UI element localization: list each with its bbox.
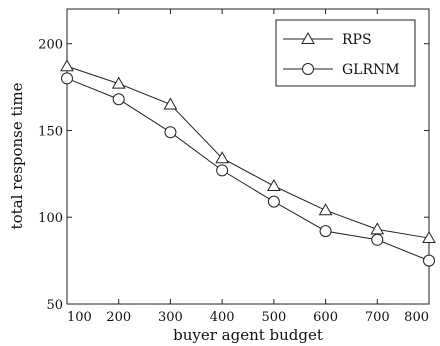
legend-label-rps: RPS [342, 32, 372, 48]
data-point-glrnm [319, 225, 332, 238]
legend-circle-icon [302, 63, 314, 75]
data-point-glrnm [164, 126, 177, 139]
x-tick-label: 200 [106, 310, 131, 325]
data-point-glrnm [423, 254, 435, 267]
y-tick-label: 100 [38, 211, 63, 226]
x-axis-label: buyer agent budget [173, 326, 323, 344]
data-point-rps [318, 203, 333, 216]
legend-triangle-icon [301, 31, 315, 44]
data-point-rps [370, 222, 385, 235]
data-point-rps [215, 151, 230, 164]
x-tick-label: 600 [313, 310, 338, 325]
series-line-rps [66, 65, 430, 239]
data-point-glrnm [112, 93, 125, 106]
plot-frame [66, 8, 430, 305]
x-tick-label: 300 [158, 310, 183, 325]
x-tick-label: 700 [365, 310, 390, 325]
data-point-glrnm [61, 72, 73, 85]
legend-box [275, 19, 416, 87]
y-axis-ticks: 50 100 150 200 [38, 38, 429, 313]
legend: RPS GLRNM [275, 19, 416, 87]
y-axis-label: total response time [8, 82, 26, 229]
x-tick-label: 100 [67, 310, 92, 325]
x-axis-ticks: 100 200 300 400 500 600 700 800 [66, 9, 430, 325]
data-point-rps [163, 97, 178, 110]
y-tick-label: 150 [38, 124, 63, 139]
data-point-glrnm [371, 233, 384, 246]
series-line-glrnm [66, 77, 430, 262]
y-tick-label: 200 [38, 38, 63, 53]
data-point-rps [266, 178, 281, 191]
x-tick-label: 400 [210, 310, 235, 325]
x-tick-label: 500 [261, 310, 286, 325]
legend-label-glrnm: GLRNM [342, 62, 400, 78]
data-point-glrnm [216, 164, 229, 177]
data-point-rps [60, 59, 74, 72]
series-layer [60, 59, 436, 267]
x-tick-label: 800 [404, 310, 429, 325]
data-point-rps [111, 76, 126, 89]
y-tick-label: 50 [46, 298, 63, 313]
data-point-rps [422, 231, 436, 244]
data-point-glrnm [267, 195, 280, 208]
